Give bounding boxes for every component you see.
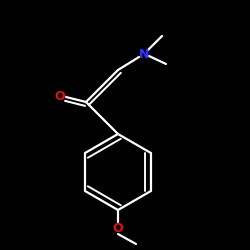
Text: N: N (139, 48, 149, 60)
Text: O: O (55, 90, 65, 102)
Text: O: O (113, 222, 123, 234)
